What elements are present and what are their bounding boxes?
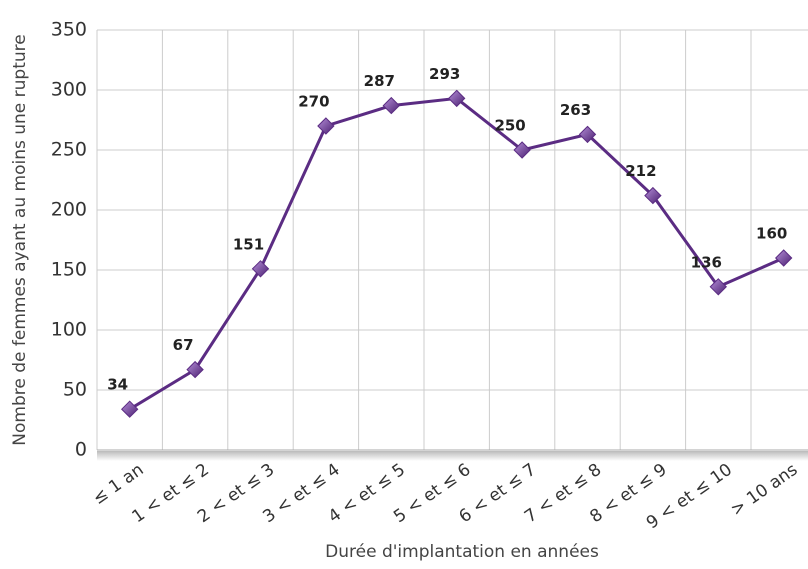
y-tick-label: 0 xyxy=(75,439,87,461)
point-marker xyxy=(709,278,728,296)
y-tick-label: 300 xyxy=(51,79,87,101)
x-axis-title: Durée d'implantation en années xyxy=(325,542,599,562)
point-marker xyxy=(186,360,204,379)
data-label: 151 xyxy=(233,235,264,253)
data-label: 136 xyxy=(691,253,722,271)
point-marker xyxy=(120,400,139,418)
point-marker xyxy=(513,141,531,159)
y-tick-label: 150 xyxy=(51,259,87,281)
data-label: 34 xyxy=(107,376,128,394)
data-label: 263 xyxy=(560,101,591,119)
y-tick-label: 200 xyxy=(51,199,87,221)
axis-shadow xyxy=(97,451,808,461)
y-tick-label: 50 xyxy=(63,379,87,401)
point-marker xyxy=(578,125,597,144)
point-marker xyxy=(774,249,793,267)
data-label: 67 xyxy=(173,336,194,354)
point-marker xyxy=(644,186,662,205)
point-marker xyxy=(447,89,466,108)
y-tick-label: 100 xyxy=(51,319,87,341)
point-marker xyxy=(382,96,401,115)
y-tick-label: 350 xyxy=(51,19,87,41)
data-label: 293 xyxy=(429,65,460,83)
data-label: 287 xyxy=(364,72,395,90)
point-marker xyxy=(251,260,270,278)
point-marker xyxy=(317,117,335,135)
y-tick-label: 250 xyxy=(51,139,87,161)
data-label: 250 xyxy=(494,117,525,135)
y-axis-title: Nombre de femmes ayant au moins une rupt… xyxy=(10,34,30,445)
data-label: 160 xyxy=(756,225,787,243)
x-tick-label: ≤ 1 an xyxy=(89,460,147,509)
x-tick-label: > 10 ans xyxy=(727,460,801,520)
data-label: 270 xyxy=(298,93,329,111)
data-label: 212 xyxy=(625,162,656,180)
